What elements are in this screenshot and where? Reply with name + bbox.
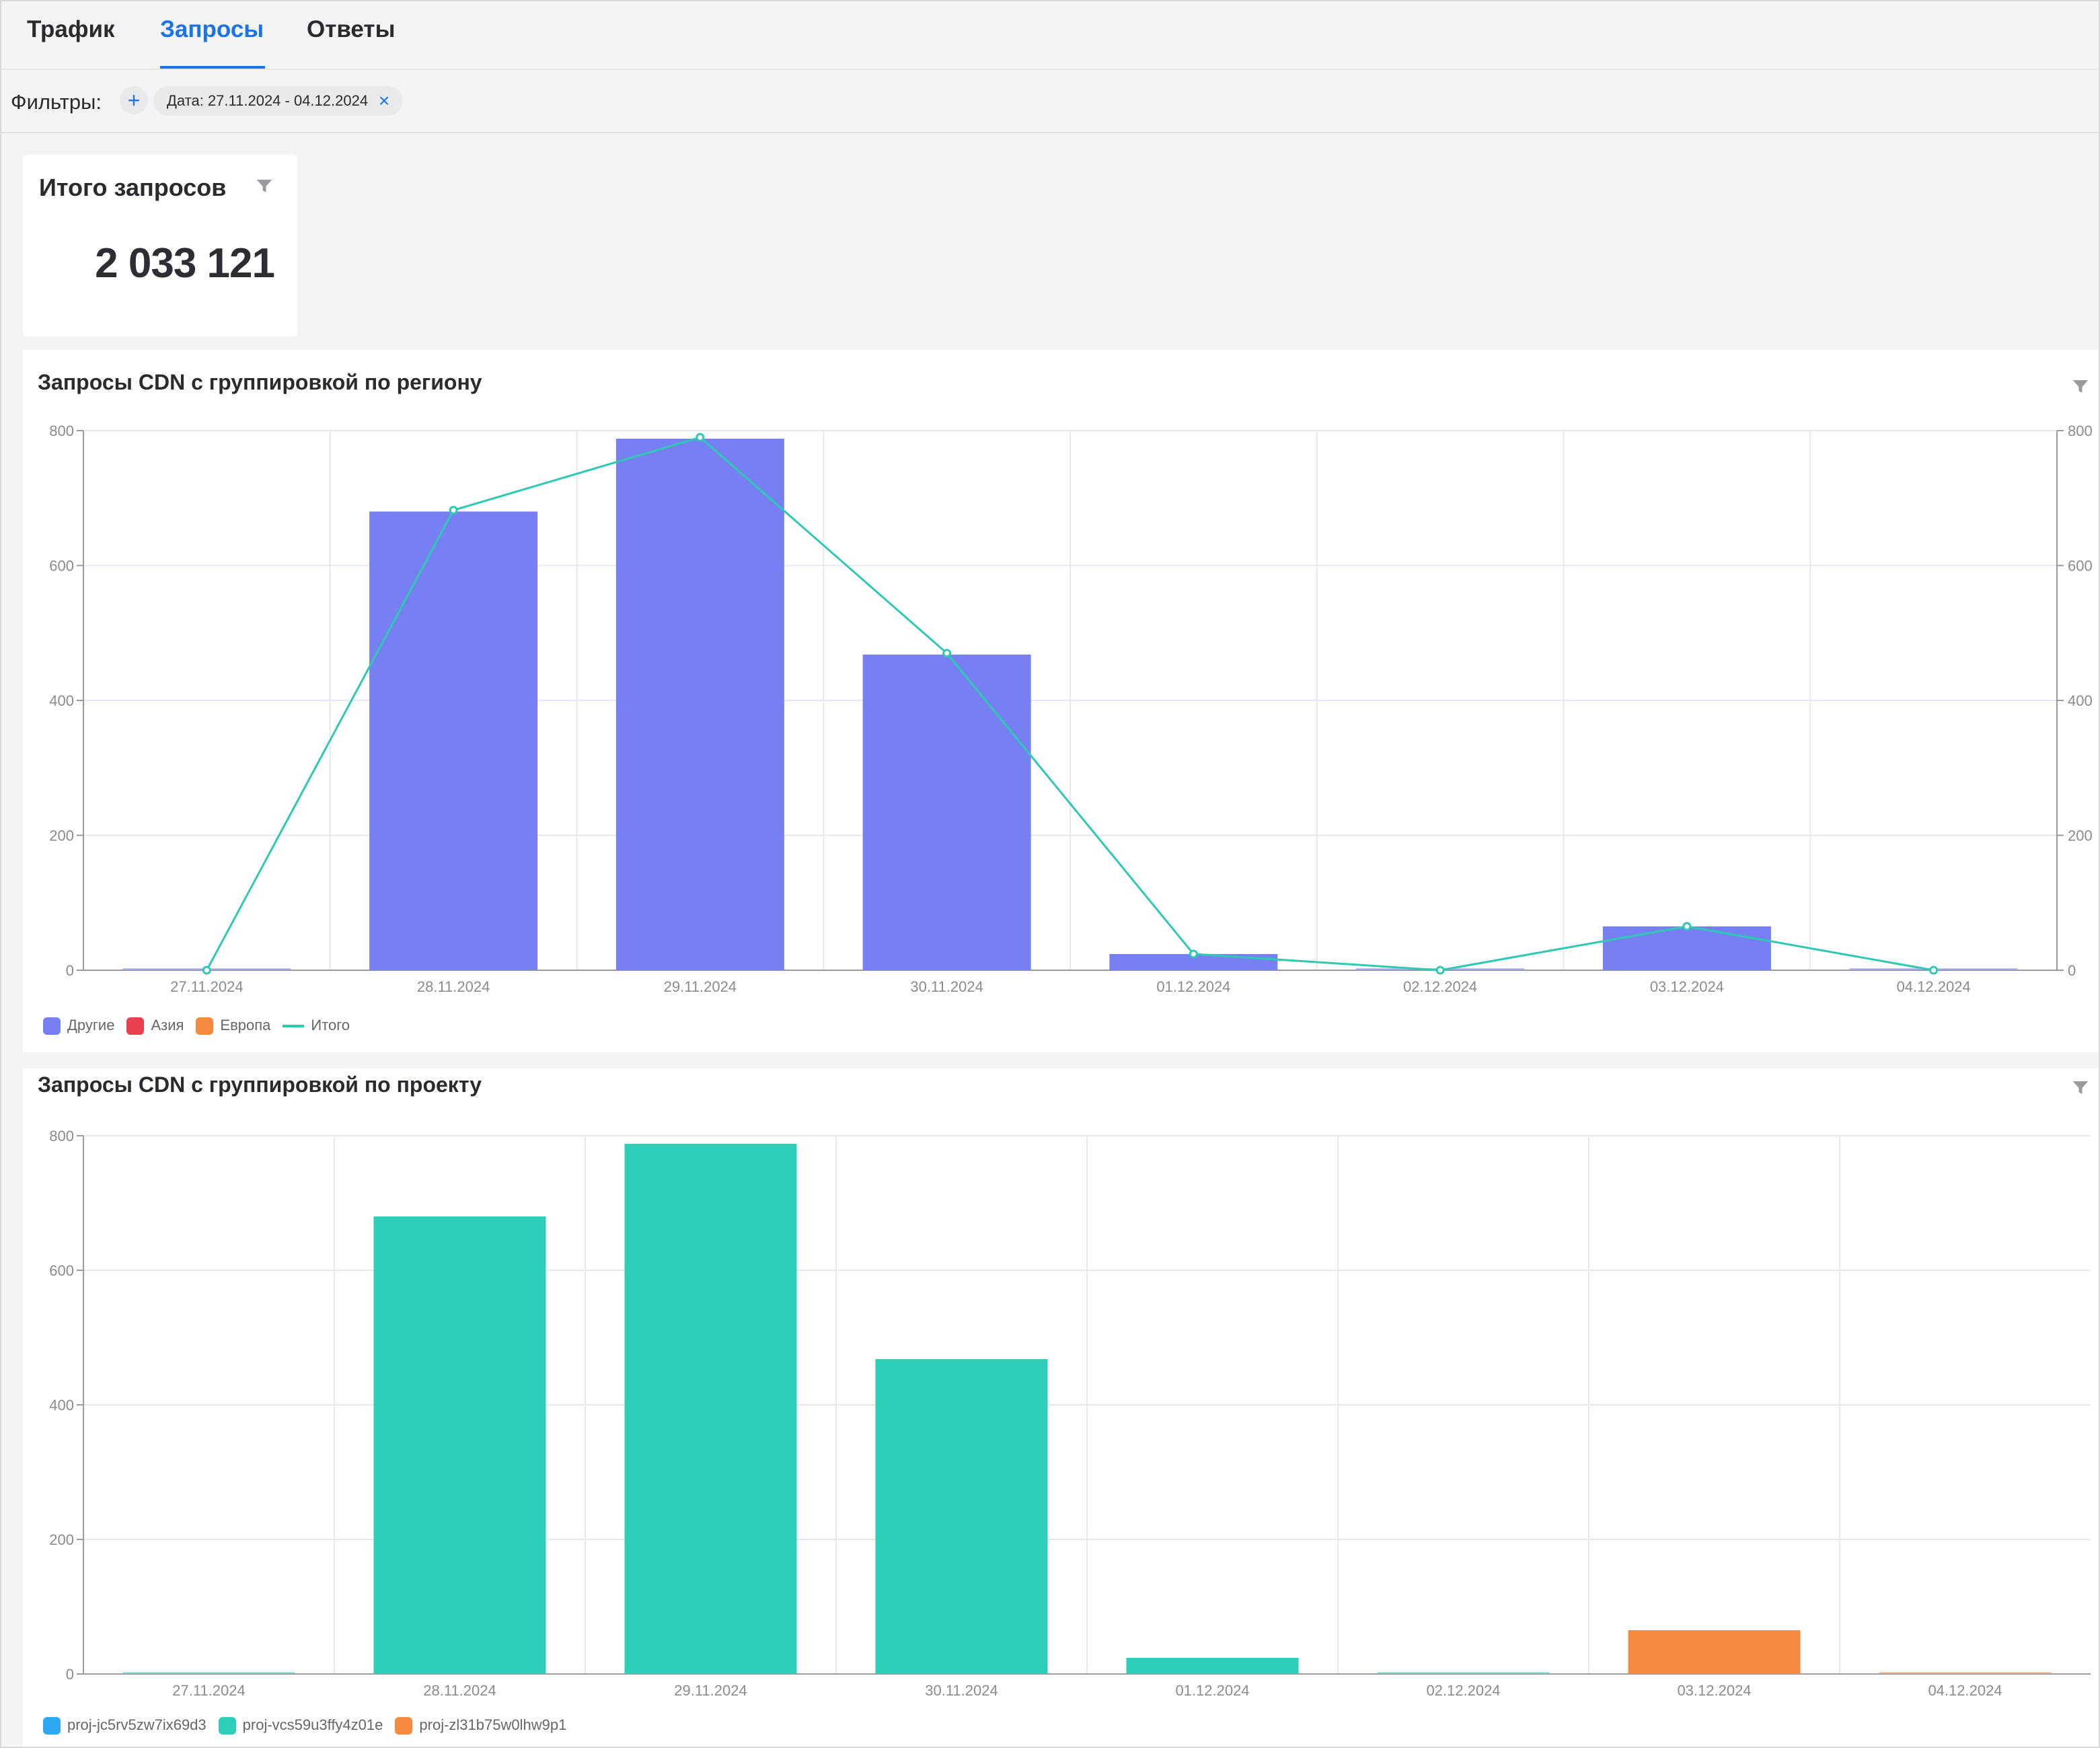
filters-label: Фильтры: [11,90,102,114]
x-tick-label: 29.11.2024 [664,978,737,995]
x-tick-label: 28.11.2024 [423,1682,496,1699]
y-tick-label-right: 400 [2068,692,2093,709]
legend-swatch [196,1017,214,1035]
x-tick-label: 03.12.2024 [1677,1682,1751,1699]
filter-icon[interactable] [2070,1078,2091,1098]
x-tick-label: 03.12.2024 [1650,978,1724,995]
legend-item[interactable]: Европа [196,1017,270,1035]
bar-proj-vcs59u3ffy4z01e[interactable] [1377,1672,1550,1674]
tab-responses[interactable]: Ответы [307,16,396,42]
add-filter-button[interactable]: + [120,86,148,114]
region-chart-legend: Другие Азия Европа Итого [43,1016,362,1035]
project-chart: 0 200 400 600 800 27.11.2024 28.11.2024 29.11.2… [49,1128,2091,1699]
line-point[interactable] [942,649,952,658]
y-tick-label: 800 [49,423,74,439]
project-chart-legend: proj-jc5rv5zw7ix69d3 proj-vcs59u3ffy4z01e… [43,1716,578,1735]
x-tick-label: 27.11.2024 [172,1682,245,1699]
legend-swatch [43,1017,61,1035]
total-requests-value: 2 033 121 [95,240,275,287]
x-tick-label: 28.11.2024 [417,978,490,995]
y-tick-label: 800 [49,1128,74,1144]
line-point[interactable] [696,433,705,442]
y-tick-label: 400 [49,1397,74,1414]
date-filter-label: Дата: 27.11.2024 - 04.12.2024 [167,92,369,109]
x-tick-label: 02.12.2024 [1426,1682,1500,1699]
legend-label: Азия [151,1016,184,1033]
bar-proj-vcs59u3ffy4z01e[interactable] [875,1359,1048,1674]
region-chart-title: Запросы CDN с группировкой по региону [38,370,482,394]
line-point[interactable] [449,505,458,515]
legend-label: proj-vcs59u3ffy4z01e [242,1716,383,1733]
legend-item[interactable]: proj-zl31b75w0lhw9p1 [395,1716,566,1735]
bar-proj-vcs59u3ffy4z01e[interactable] [122,1672,295,1674]
tab-traffic[interactable]: Трафик [27,16,115,42]
legend-swatch [395,1716,413,1735]
y-tick-label: 200 [49,828,74,844]
legend-swatch [43,1716,61,1735]
x-tick-label: 02.12.2024 [1403,978,1477,995]
y-tick-label: 0 [66,1666,74,1683]
filter-icon[interactable] [254,176,274,196]
legend-line-swatch [283,1025,305,1028]
legend-label: Итого [311,1017,350,1034]
line-point[interactable] [1682,922,1692,931]
y-tick-label: 600 [49,558,74,575]
line-итого [206,436,1934,972]
legend-item[interactable]: proj-jc5rv5zw7ix69d3 [43,1716,207,1735]
project-chart-title: Запросы CDN с группировкой по проекту [38,1072,482,1097]
legend-item[interactable]: Другие [43,1017,114,1035]
region-chart: 0 0 200 200 400 400 600 600 800 800 27.11.2024 28.1… [49,423,2093,995]
y-tick-label-right: 200 [2068,828,2093,844]
y-tick-label: 400 [49,692,74,709]
tab-bar: Трафик Запросы Ответы [1,1,2099,70]
legend-item[interactable]: Итого [283,1017,350,1034]
y-tick-label: 0 [66,962,74,979]
filters-bar: Фильтры: + Дата: 27.11.2024 - 04.12.2024… [1,70,2099,133]
bar-proj-zl31b75w0lhw9p1[interactable] [1879,1672,2052,1674]
legend-label: Европа [220,1016,271,1033]
total-requests-title: Итого запросов [39,174,227,201]
x-tick-label: 01.12.2024 [1156,978,1230,995]
bar-proj-vcs59u3ffy4z01e[interactable] [624,1144,797,1674]
legend-label: Другие [67,1016,115,1033]
x-tick-label: 04.12.2024 [1928,1682,2002,1699]
bar-другие[interactable] [862,654,1031,970]
x-tick-label: 01.12.2024 [1175,1682,1249,1699]
date-filter-chip[interactable]: Дата: 27.11.2024 - 04.12.2024 × [153,86,404,116]
active-tab-indicator [160,66,265,69]
bar-proj-vcs59u3ffy4z01e[interactable] [373,1216,546,1674]
bar-proj-zl31b75w0lhw9p1[interactable] [1628,1630,1801,1674]
bar-другие[interactable] [1602,926,1771,970]
legend-swatch [218,1716,236,1735]
filter-icon[interactable] [2070,377,2091,397]
x-tick-label: 27.11.2024 [170,978,243,995]
bar-другие[interactable] [615,439,784,970]
line-point[interactable] [202,966,211,975]
line-point[interactable] [1435,966,1445,975]
legend-swatch [126,1017,145,1035]
y-tick-label-right: 800 [2068,423,2093,439]
line-point[interactable] [1189,949,1198,959]
close-icon[interactable]: × [378,90,390,111]
bar-другие[interactable] [369,511,538,970]
plus-icon: + [127,88,141,112]
x-tick-label: 29.11.2024 [674,1682,747,1699]
y-tick-label: 600 [49,1262,74,1279]
x-tick-label: 30.11.2024 [910,978,983,995]
y-tick-label-right: 600 [2068,558,2093,575]
legend-label: proj-zl31b75w0lhw9p1 [419,1716,567,1733]
x-tick-label: 30.11.2024 [925,1682,998,1699]
legend-label: proj-jc5rv5zw7ix69d3 [67,1716,207,1733]
bar-proj-vcs59u3ffy4z01e[interactable] [1126,1658,1299,1674]
x-tick-label: 04.12.2024 [1897,978,1971,995]
y-tick-label-right: 0 [2068,962,2076,979]
total-requests-card: Итого запросов 2 033 121 [23,155,297,336]
line-point[interactable] [1929,966,1939,975]
legend-item[interactable]: Азия [126,1017,184,1035]
legend-item[interactable]: proj-vcs59u3ffy4z01e [218,1716,383,1735]
tab-requests[interactable]: Запросы [160,16,264,42]
y-tick-label: 200 [49,1531,74,1548]
